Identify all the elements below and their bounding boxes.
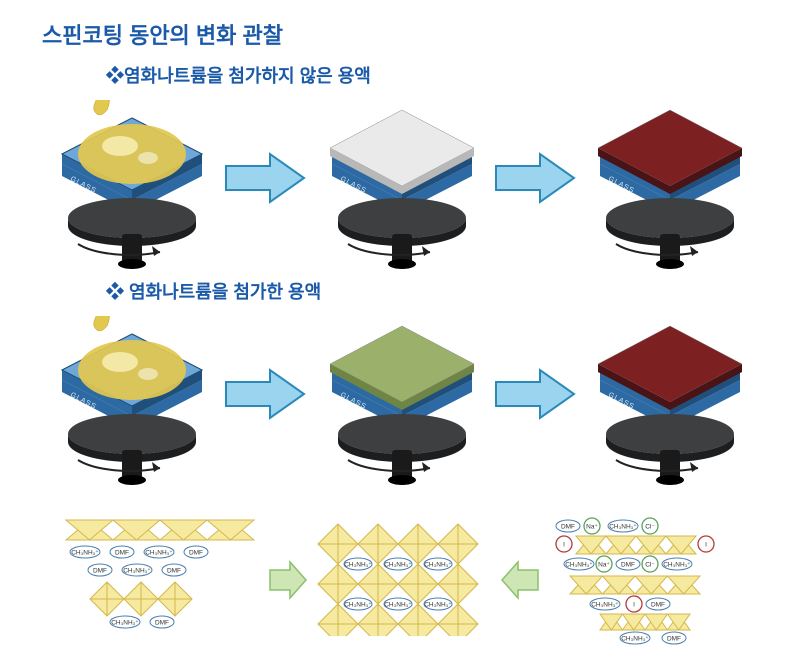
molecular-cluster-separate: CH₃NH₃⁺ DMF CH₃NH₃⁺ DMF DMF CH₃NH₃⁺ DMF … bbox=[60, 516, 260, 641]
svg-text:CH₃NH₃⁺: CH₃NH₃⁺ bbox=[71, 550, 99, 557]
svg-text:CH₃NH₃⁺: CH₃NH₃⁺ bbox=[565, 562, 593, 569]
svg-text:CH₃NH₃⁺: CH₃NH₃⁺ bbox=[591, 602, 619, 609]
subtitle-1-text: 염화나트륨을 첨가하지 않은 용액 bbox=[124, 66, 371, 86]
svg-text:Na⁺: Na⁺ bbox=[598, 562, 610, 569]
process-arrow-3 bbox=[494, 366, 576, 427]
svg-text:CH₃NH₃⁺: CH₃NH₃⁺ bbox=[424, 562, 452, 569]
svg-text:Cl⁻: Cl⁻ bbox=[645, 562, 655, 569]
spinner-r1c3: GLASS bbox=[590, 100, 750, 285]
process-arrow-2 bbox=[224, 366, 306, 427]
svg-text:CH₃NH₃⁺: CH₃NH₃⁺ bbox=[145, 550, 173, 557]
svg-text:CH₃NH₃⁺: CH₃NH₃⁺ bbox=[344, 562, 372, 569]
molecular-arrow-0 bbox=[268, 556, 308, 609]
process-arrow-0 bbox=[224, 150, 306, 211]
svg-text:CH₃NH₃⁺: CH₃NH₃⁺ bbox=[123, 568, 151, 575]
arrow-right-icon bbox=[224, 366, 306, 422]
spinner-r2c3: GLASS bbox=[590, 316, 750, 501]
svg-text:CH₃NH₃⁺: CH₃NH₃⁺ bbox=[111, 620, 139, 627]
svg-text:CH₃NH₃⁺: CH₃NH₃⁺ bbox=[384, 562, 412, 569]
mol-cluster-separate: CH₃NH₃⁺ DMF CH₃NH₃⁺ DMF DMF CH₃NH₃⁺ DMF … bbox=[60, 516, 260, 636]
arrow-right-icon bbox=[494, 366, 576, 422]
molecular-arrow-1 bbox=[500, 556, 540, 609]
molecular-cluster-nacl: DMF Na⁺ CH₃NH₃⁺ Cl⁻ I I CH₃NH₃⁺ Na⁺ DMF … bbox=[550, 516, 750, 651]
svg-text:I: I bbox=[705, 542, 707, 549]
spinner-r1c1: GLASS bbox=[52, 100, 212, 285]
mol-cluster-nacl: DMF Na⁺ CH₃NH₃⁺ Cl⁻ I I CH₃NH₃⁺ Na⁺ DMF … bbox=[550, 516, 750, 646]
spin-coater: GLASS bbox=[590, 316, 750, 496]
spin-coater: GLASS bbox=[590, 100, 750, 280]
svg-text:I: I bbox=[563, 542, 565, 549]
spin-coater: GLASS bbox=[52, 100, 212, 280]
svg-text:DMF: DMF bbox=[115, 550, 129, 557]
svg-text:CH₃NH₃⁺: CH₃NH₃⁺ bbox=[621, 636, 649, 643]
canvas: 스핀코팅 동안의 변화 관찰 ❖염화나트륨을 첨가하지 않은 용액 ❖ 염화나트… bbox=[0, 0, 803, 668]
subtitle-2-text: 염화나트륨을 첨가한 용액 bbox=[124, 282, 321, 302]
page-title: 스핀코팅 동안의 변화 관찰 bbox=[42, 18, 283, 50]
svg-text:DMF: DMF bbox=[561, 524, 575, 531]
subtitle-1: ❖염화나트륨을 첨가하지 않은 용액 bbox=[106, 62, 371, 88]
svg-text:DMF: DMF bbox=[93, 568, 107, 575]
mol-cluster-ordered: CH₃NH₃⁺ CH₃NH₃⁺ CH₃NH₃⁺ CH₃NH₃⁺ CH₃NH₃⁺ … bbox=[310, 516, 490, 636]
svg-text:DMF: DMF bbox=[155, 620, 169, 627]
svg-text:DMF: DMF bbox=[189, 550, 203, 557]
svg-text:CH₃NH₃⁺: CH₃NH₃⁺ bbox=[424, 602, 452, 609]
spin-coater: GLASS bbox=[322, 316, 482, 496]
bullet-icon: ❖ bbox=[106, 66, 124, 86]
svg-text:CH₃NH₃⁺: CH₃NH₃⁺ bbox=[384, 602, 412, 609]
svg-text:Na⁺: Na⁺ bbox=[586, 524, 598, 531]
spinner-r2c2: GLASS bbox=[322, 316, 482, 501]
svg-text:Cl⁻: Cl⁻ bbox=[645, 524, 655, 531]
svg-text:DMF: DMF bbox=[651, 602, 665, 609]
spin-coater: GLASS bbox=[52, 316, 212, 496]
mol-arrow-icon bbox=[268, 556, 308, 604]
arrow-right-icon bbox=[224, 150, 306, 206]
svg-text:CH₃NH₃⁺: CH₃NH₃⁺ bbox=[344, 602, 372, 609]
svg-text:CH₃NH₃⁺: CH₃NH₃⁺ bbox=[663, 562, 691, 569]
process-arrow-1 bbox=[494, 150, 576, 211]
svg-text:DMF: DMF bbox=[621, 562, 635, 569]
svg-text:DMF: DMF bbox=[167, 568, 181, 575]
molecular-cluster-ordered: CH₃NH₃⁺ CH₃NH₃⁺ CH₃NH₃⁺ CH₃NH₃⁺ CH₃NH₃⁺ … bbox=[310, 516, 490, 641]
spinner-r1c2: GLASS bbox=[322, 100, 482, 285]
spin-coater: GLASS bbox=[322, 100, 482, 280]
svg-text:DMF: DMF bbox=[667, 636, 681, 643]
arrow-right-icon bbox=[494, 150, 576, 206]
bullet-icon: ❖ bbox=[106, 282, 124, 302]
svg-text:CH₃NH₃⁺: CH₃NH₃⁺ bbox=[609, 524, 637, 531]
svg-text:I: I bbox=[633, 602, 635, 609]
mol-arrow-icon bbox=[500, 556, 540, 604]
spinner-r2c1: GLASS bbox=[52, 316, 212, 501]
